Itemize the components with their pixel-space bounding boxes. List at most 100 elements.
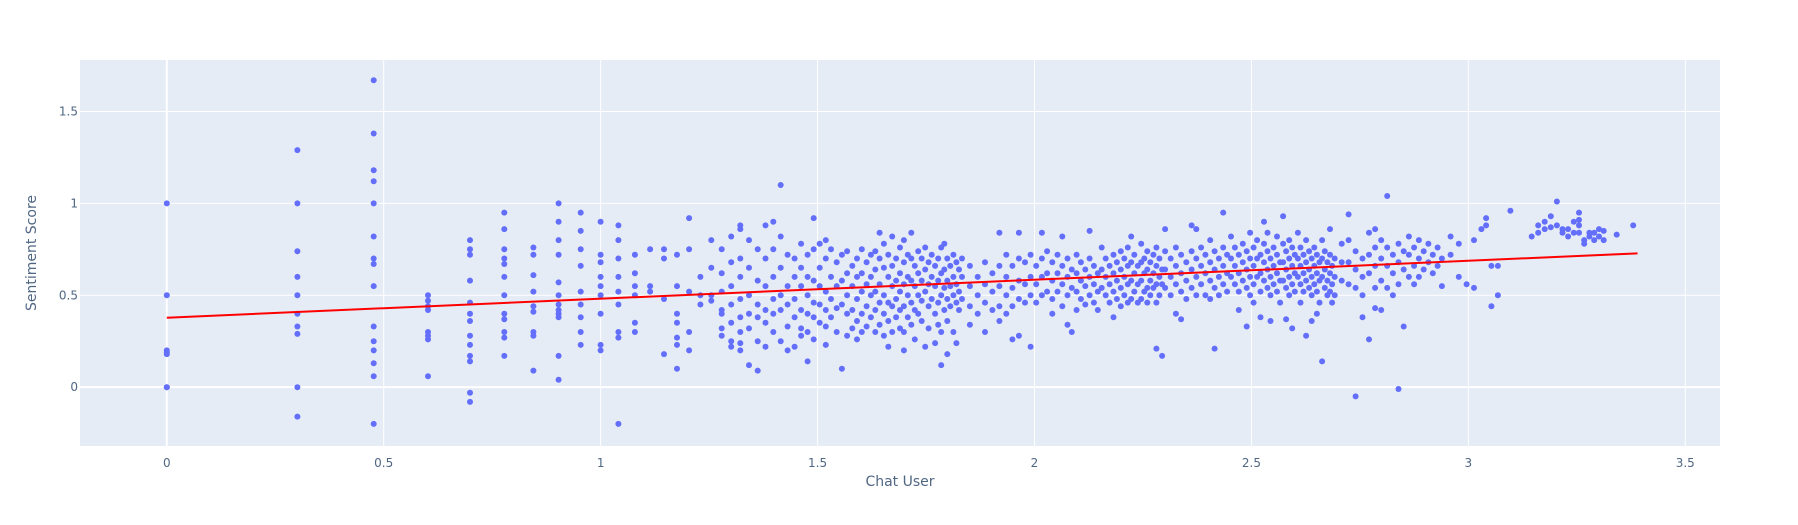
data-point xyxy=(467,310,473,317)
data-point xyxy=(770,218,777,225)
y-tick-label: 0 xyxy=(70,380,78,394)
data-point xyxy=(1267,255,1274,262)
data-point xyxy=(370,373,377,380)
data-point xyxy=(555,292,562,299)
data-point xyxy=(922,244,929,251)
data-point xyxy=(754,277,761,284)
data-point xyxy=(1294,255,1301,262)
data-point xyxy=(950,329,957,335)
data-point xyxy=(922,343,929,350)
data-point xyxy=(746,292,752,299)
data-point xyxy=(1264,284,1271,291)
data-point xyxy=(1400,266,1407,273)
data-point xyxy=(1106,262,1113,269)
data-point xyxy=(770,246,777,253)
data-point xyxy=(849,262,856,269)
data-point xyxy=(1064,255,1071,262)
data-point xyxy=(501,246,508,253)
data-point xyxy=(784,301,791,308)
data-point xyxy=(798,264,805,271)
data-point xyxy=(370,283,377,290)
data-point xyxy=(989,270,996,277)
data-point xyxy=(425,373,431,380)
data-point xyxy=(737,296,744,302)
data-point xyxy=(746,237,752,244)
data-point xyxy=(1086,255,1093,262)
data-point xyxy=(1311,281,1318,288)
data-point xyxy=(1280,259,1287,266)
data-point xyxy=(1329,281,1336,288)
data-point xyxy=(784,347,791,354)
data-point xyxy=(501,273,508,280)
data-point xyxy=(1286,255,1293,262)
data-point xyxy=(647,246,654,253)
data-point xyxy=(467,251,473,258)
data-point xyxy=(858,246,865,253)
data-point xyxy=(1188,222,1195,229)
data-point xyxy=(728,338,735,345)
data-point xyxy=(1250,281,1257,288)
data-point xyxy=(1044,288,1051,295)
data-point xyxy=(1082,283,1089,290)
data-point xyxy=(555,279,562,286)
data-point xyxy=(996,303,1003,310)
data-point xyxy=(737,340,744,347)
data-point xyxy=(1027,251,1034,258)
data-point xyxy=(1331,292,1338,299)
data-point xyxy=(908,321,915,328)
data-point xyxy=(1117,284,1124,291)
data-point xyxy=(467,277,473,284)
data-point xyxy=(1235,251,1242,258)
data-point xyxy=(1064,321,1071,328)
data-point xyxy=(849,307,856,313)
data-point xyxy=(1596,226,1602,233)
data-point xyxy=(1167,292,1174,299)
data-point xyxy=(1270,281,1277,288)
data-point xyxy=(872,248,879,255)
data-point xyxy=(530,251,537,258)
data-point xyxy=(947,303,954,310)
data-point xyxy=(904,314,911,321)
data-point xyxy=(1395,281,1402,288)
data-point xyxy=(966,321,973,328)
trendline xyxy=(166,252,1638,319)
data-point xyxy=(1300,288,1307,295)
data-point xyxy=(1311,244,1318,251)
data-point xyxy=(1124,244,1131,251)
data-point xyxy=(1455,273,1462,280)
data-point xyxy=(370,261,377,267)
data-point xyxy=(1294,273,1301,280)
data-point xyxy=(370,420,377,427)
data-point xyxy=(1198,244,1205,251)
data-point xyxy=(1463,281,1470,288)
data-point xyxy=(1147,292,1154,299)
data-point xyxy=(737,255,744,262)
x-tick-label: 1 xyxy=(597,456,605,470)
data-point xyxy=(1267,318,1274,324)
data-point xyxy=(1274,233,1280,240)
data-point xyxy=(762,283,769,290)
data-point xyxy=(1178,316,1185,323)
data-point xyxy=(1220,262,1227,269)
data-point xyxy=(1015,229,1022,236)
data-point xyxy=(1250,262,1257,269)
data-point xyxy=(1086,227,1093,234)
data-point xyxy=(872,288,879,295)
data-point xyxy=(777,338,784,345)
data-point xyxy=(1319,255,1326,262)
data-point xyxy=(686,347,693,354)
data-point xyxy=(1202,292,1209,299)
data-point xyxy=(1434,262,1441,269)
data-point xyxy=(501,310,508,317)
data-point xyxy=(1162,226,1169,233)
data-point xyxy=(880,240,887,247)
data-point xyxy=(708,264,715,271)
data-point xyxy=(777,233,784,240)
data-point xyxy=(935,255,942,262)
data-point xyxy=(1565,226,1572,233)
data-point xyxy=(810,299,817,306)
data-point xyxy=(1153,262,1160,269)
data-point xyxy=(1110,288,1117,295)
data-point xyxy=(918,255,925,262)
data-point xyxy=(777,182,784,188)
